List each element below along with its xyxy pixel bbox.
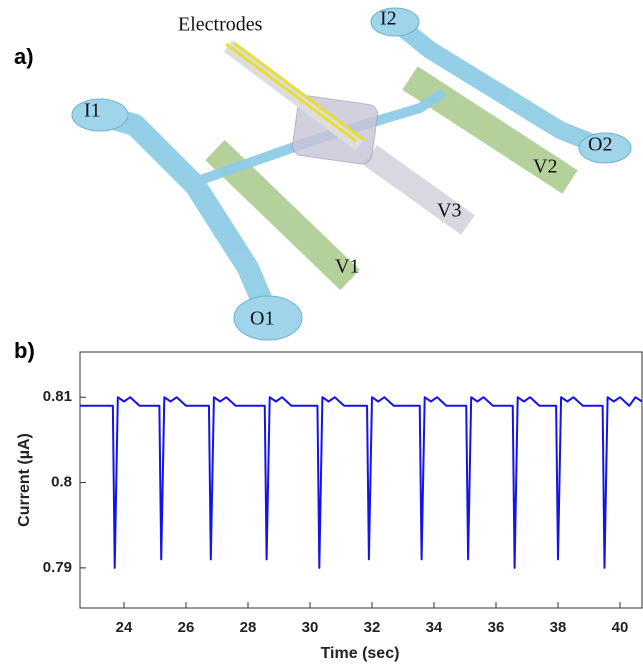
label: Electrodes <box>178 14 263 36</box>
label: V2 <box>533 156 557 178</box>
port <box>71 98 129 132</box>
panel-label: b) <box>14 338 35 363</box>
valve-strip <box>363 145 475 235</box>
x-tick-label: 32 <box>364 619 381 636</box>
x-tick-label: 30 <box>302 619 319 636</box>
electrode <box>233 41 365 142</box>
data-line <box>80 396 643 569</box>
label: V3 <box>437 200 461 222</box>
y-tick-label: 0.79 <box>43 559 72 576</box>
x-tick-label: 24 <box>116 619 133 636</box>
x-tick-label: 36 <box>488 619 505 636</box>
port <box>370 7 420 37</box>
label: O2 <box>588 134 612 156</box>
device-diagram: a) Electrodes I1 I2 O1 O2 V1 V2 V3 <box>14 7 632 341</box>
label: I1 <box>84 100 101 122</box>
y-tick-label: 0.8 <box>51 474 72 491</box>
x-tick-label: 40 <box>612 619 629 636</box>
label: V1 <box>335 256 359 278</box>
x-tick-label: 26 <box>178 619 195 636</box>
x-axis-label: Time (sec) <box>321 645 400 662</box>
chart: b) Time (sec) Current (µA) 0.79 0.8 0.81 24… <box>14 338 643 662</box>
label: I2 <box>380 8 397 30</box>
y-tick-label: 0.81 <box>43 388 72 405</box>
port <box>578 132 632 164</box>
x-tick-label: 34 <box>426 619 443 636</box>
label: O1 <box>250 308 274 330</box>
x-tick-label: 38 <box>550 619 567 636</box>
x-tick-label: 28 <box>240 619 257 636</box>
plot-frame <box>79 351 643 609</box>
panel-label: a) <box>14 44 34 69</box>
y-axis-label: Current (µA) <box>16 433 33 527</box>
port <box>233 295 303 341</box>
electrode <box>225 42 357 143</box>
